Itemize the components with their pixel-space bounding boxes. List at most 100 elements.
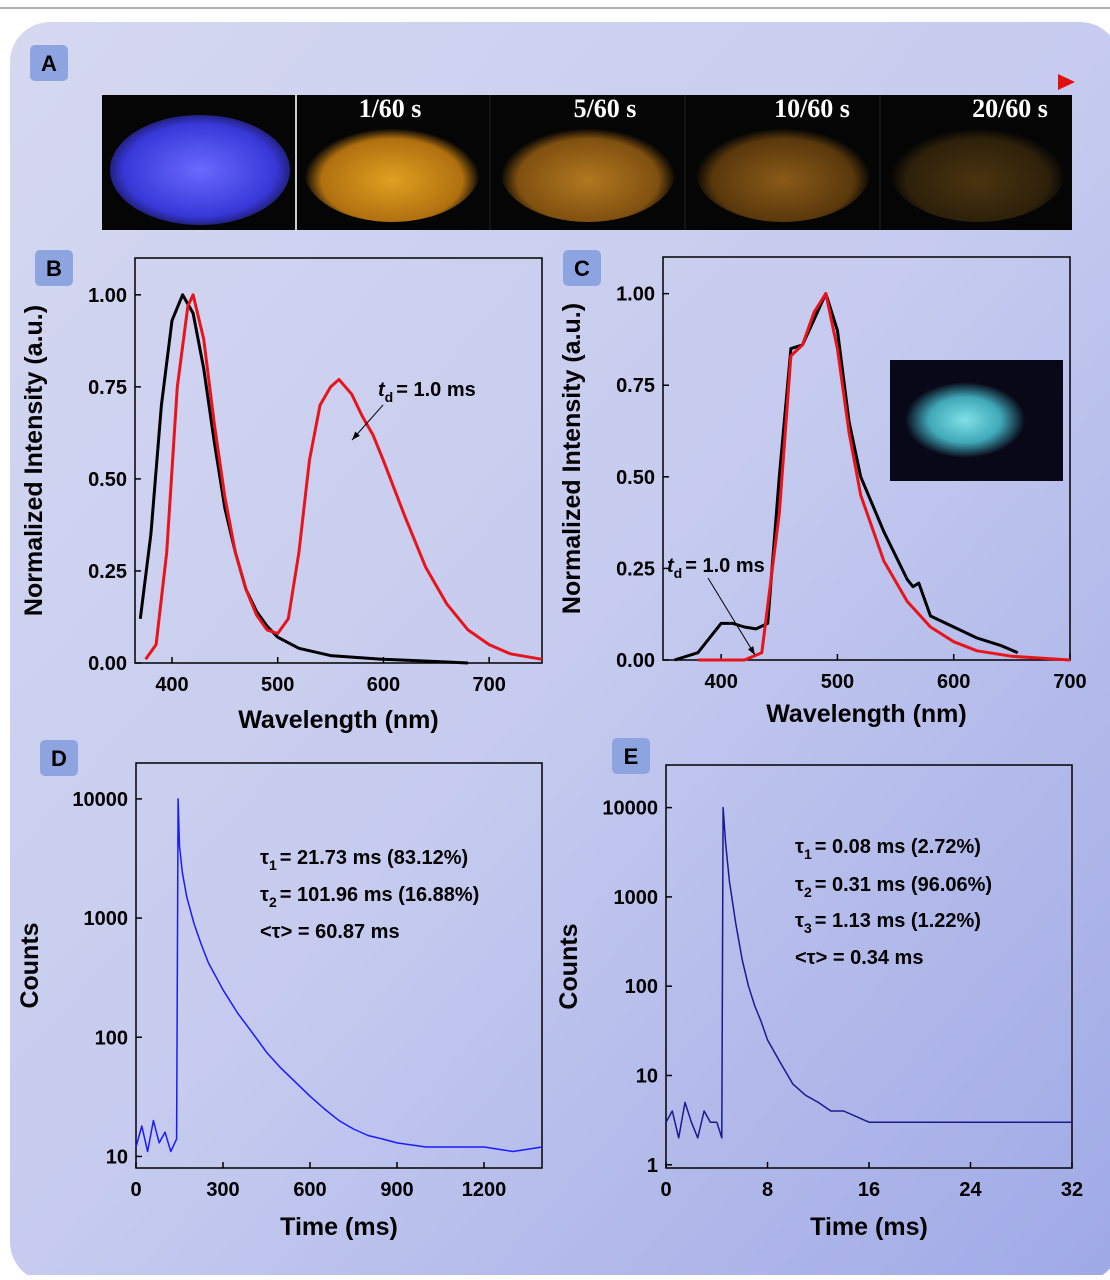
x-tick-label: 300: [206, 1179, 239, 1201]
annotation-sub: 1: [269, 857, 277, 873]
annotation-symbol: τ: [795, 874, 804, 896]
y-tick-label: 0.50: [88, 469, 127, 491]
annotation-symbol: τ: [795, 910, 804, 932]
annotation-text: <τ> = 60.87 ms: [260, 921, 400, 943]
annotation-sub: 1: [804, 846, 812, 862]
photo-blue: [110, 115, 290, 225]
y-tick-label: 0.75: [88, 377, 127, 399]
arrow-head: [1058, 74, 1075, 90]
y-tick-label: 0.75: [616, 375, 655, 397]
plot-frame: [135, 762, 543, 1169]
x-tick-label: 600: [367, 674, 400, 696]
annotation: td = 1.0 ms: [667, 555, 765, 581]
panel-label-box: [35, 250, 73, 286]
x-axis-title: Wavelength (nm): [238, 706, 438, 734]
x-tick-label: 16: [858, 1179, 880, 1201]
annotation-text: = 0.08 ms (2.72%): [815, 836, 981, 858]
x-tick-label: 24: [959, 1179, 982, 1201]
annotation: td = 1.0 ms: [378, 379, 476, 405]
y-tick-label: 0.25: [88, 561, 127, 583]
y-tick-label: 1000: [614, 887, 659, 909]
annotation: τ1 = 0.08 ms (2.72%): [795, 836, 981, 862]
photo-label: 20/60 s: [972, 94, 1048, 123]
y-axis-title: Counts: [16, 922, 44, 1008]
y-axis-title: Normalized Intensity (a.u.): [20, 305, 48, 616]
annotation-symbol: τ: [260, 884, 269, 906]
photo: [695, 118, 871, 222]
y-tick-label: 10: [636, 1065, 658, 1087]
y-tick-label: 10000: [72, 789, 128, 811]
y-tick-label: 1000: [84, 908, 129, 930]
annotation-text: = 0.31 ms (96.06%): [815, 874, 992, 896]
series-line: [665, 806, 1072, 1139]
annotation: <τ> = 60.87 ms: [260, 921, 400, 943]
y-tick-label: 1.00: [616, 284, 655, 306]
x-tick-label: 8: [762, 1179, 773, 1201]
x-tick-label: 0: [660, 1179, 671, 1201]
series-line: [144, 293, 543, 661]
annotation-symbol: τ: [260, 847, 269, 869]
annotation-sub: 3: [804, 920, 812, 936]
x-axis-title: Time (ms): [280, 1213, 398, 1241]
panel-label: D: [51, 746, 67, 771]
photo-label: 1/60 s: [359, 94, 422, 123]
annotation-text: = 21.73 ms (83.12%): [280, 847, 468, 869]
panel-label-box: [40, 740, 78, 776]
panel-label: E: [624, 744, 639, 769]
annotation-sub: d: [385, 389, 394, 405]
y-tick-label: 10: [106, 1146, 128, 1168]
y-tick-label: 0.25: [616, 558, 655, 580]
arrow-head: [352, 431, 360, 440]
panel-label-box: [563, 250, 601, 286]
panel-label-box: [612, 738, 650, 774]
inset-glow: [905, 382, 1025, 458]
photo: [500, 118, 676, 222]
x-axis-title: Time (ms): [810, 1213, 928, 1241]
photo-label: 5/60 s: [574, 94, 637, 123]
photo: [890, 118, 1066, 222]
y-tick-label: 1.00: [88, 285, 127, 307]
x-tick-label: 700: [1053, 671, 1086, 693]
x-tick-label: 32: [1061, 1179, 1083, 1201]
plot-frame: [662, 256, 1071, 661]
y-tick-label: 1: [647, 1155, 658, 1177]
arrow-head: [747, 646, 755, 655]
annotation-symbol: t: [378, 379, 386, 401]
x-tick-label: 1200: [462, 1179, 507, 1201]
annotation: τ1 = 21.73 ms (83.12%): [260, 847, 468, 873]
y-tick-label: 100: [95, 1027, 128, 1049]
x-tick-label: 900: [380, 1179, 413, 1201]
panel-label: C: [574, 256, 590, 281]
panel-label-box: [30, 45, 68, 81]
annotation-sub: d: [674, 565, 683, 581]
annotation-text: = 101.96 ms (16.88%): [280, 884, 480, 906]
panel-label: A: [41, 51, 57, 76]
y-tick-label: 0.00: [88, 653, 127, 675]
series-line: [135, 798, 543, 1153]
x-tick-label: 700: [472, 674, 505, 696]
annotation-arrow: [707, 577, 756, 656]
annotation: <τ> = 0.34 ms: [795, 947, 923, 969]
annotation-text: = 1.13 ms (1.22%): [815, 910, 981, 932]
annotation: τ2 = 0.31 ms (96.06%): [795, 874, 992, 900]
x-tick-label: 400: [704, 671, 737, 693]
annotation: τ2 = 101.96 ms (16.88%): [260, 884, 479, 910]
photo: [304, 118, 480, 222]
y-tick-label: 0.50: [616, 467, 655, 489]
annotation: τ3 = 1.13 ms (1.22%): [795, 910, 981, 936]
y-tick-label: 0.00: [616, 650, 655, 672]
x-tick-label: 600: [293, 1179, 326, 1201]
plot-frame: [134, 257, 543, 664]
y-axis-title: Counts: [555, 923, 583, 1009]
annotation-sub: 2: [804, 884, 812, 900]
panel-label: B: [46, 256, 62, 281]
photo-label: 10/60 s: [774, 94, 850, 123]
annotation-symbol: t: [667, 555, 675, 577]
series-line: [697, 292, 1071, 662]
annotation-symbol: τ: [795, 836, 804, 858]
annotation-text: = 1.0 ms: [396, 379, 476, 401]
x-tick-label: 500: [261, 674, 294, 696]
x-axis-title: Wavelength (nm): [766, 700, 966, 728]
